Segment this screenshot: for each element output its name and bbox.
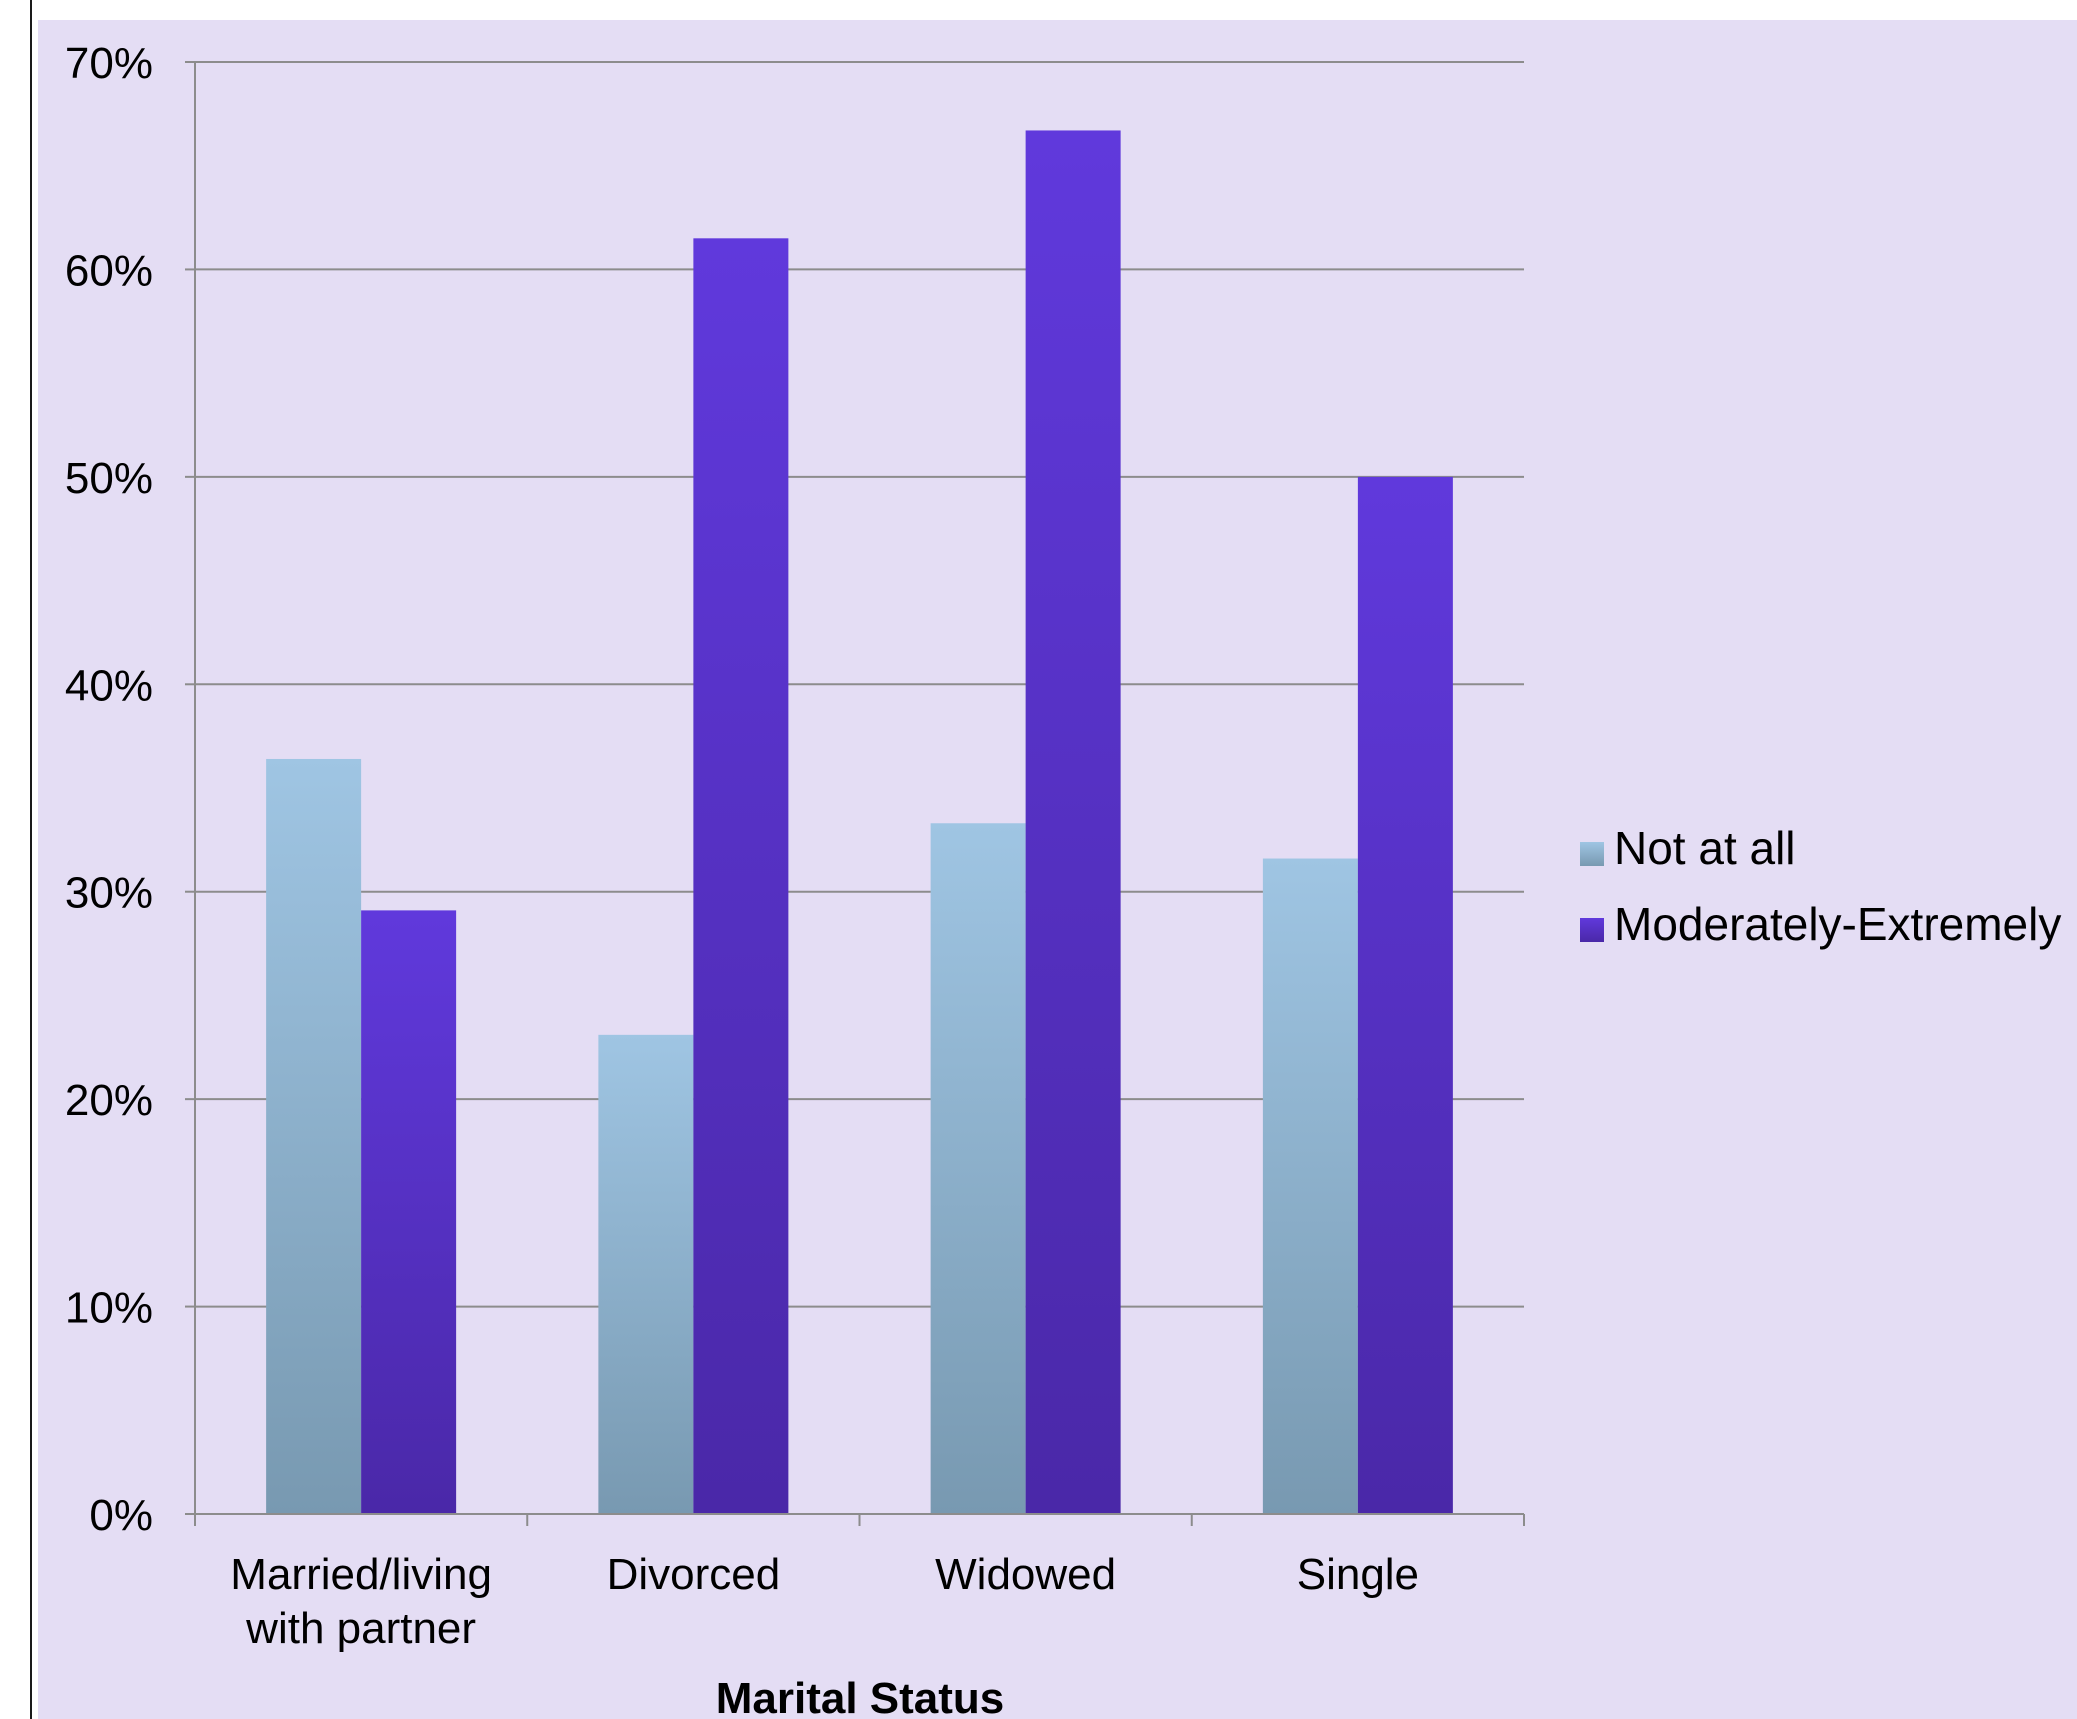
bar-not-at-all-1: [598, 1034, 694, 1514]
bar-moderately-extremely-1: [693, 238, 789, 1514]
legend-swatch: [1580, 842, 1604, 866]
x-tick-labels: Married/living with partner Divorced Widowe…: [230, 1550, 1419, 1653]
bar-not-at-all-0: [266, 758, 362, 1514]
y-tick-label: 30%: [65, 869, 153, 918]
legend-swatch: [1580, 918, 1604, 942]
bars: [266, 130, 1453, 1515]
bar-moderately-extremely-2: [1025, 130, 1121, 1515]
x-tick-label: Single: [1297, 1550, 1419, 1599]
legend-label: Moderately-Extremely: [1614, 898, 2061, 950]
legend: Not at all Moderately-Extremely: [1580, 822, 2061, 950]
y-tick-label: 0%: [89, 1491, 153, 1540]
y-tick-label: 50%: [65, 454, 153, 503]
x-tick-label: Divorced: [607, 1550, 781, 1599]
x-tick-label: Married/living: [230, 1550, 492, 1599]
bar-not-at-all-3: [1262, 858, 1358, 1514]
y-tick-label: 20%: [65, 1076, 153, 1125]
x-tick-label: with partner: [245, 1604, 476, 1653]
page-left-rule: [30, 0, 32, 1719]
y-tick-label: 70%: [65, 39, 153, 88]
axes: [185, 61, 1525, 1526]
bar-moderately-extremely-0: [361, 910, 457, 1514]
legend-label: Not at all: [1614, 822, 1796, 874]
y-tick-labels: 0% 10% 20% 30% 40% 50% 60% 70%: [65, 39, 153, 1540]
bar-not-at-all-2: [930, 823, 1026, 1514]
y-tick-label: 40%: [65, 661, 153, 710]
x-axis-title: Marital Status: [716, 1674, 1005, 1719]
x-tick-label: Widowed: [935, 1550, 1116, 1599]
bar-moderately-extremely-3: [1357, 476, 1453, 1514]
y-tick-label: 60%: [65, 246, 153, 295]
y-tick-label: 10%: [65, 1284, 153, 1333]
